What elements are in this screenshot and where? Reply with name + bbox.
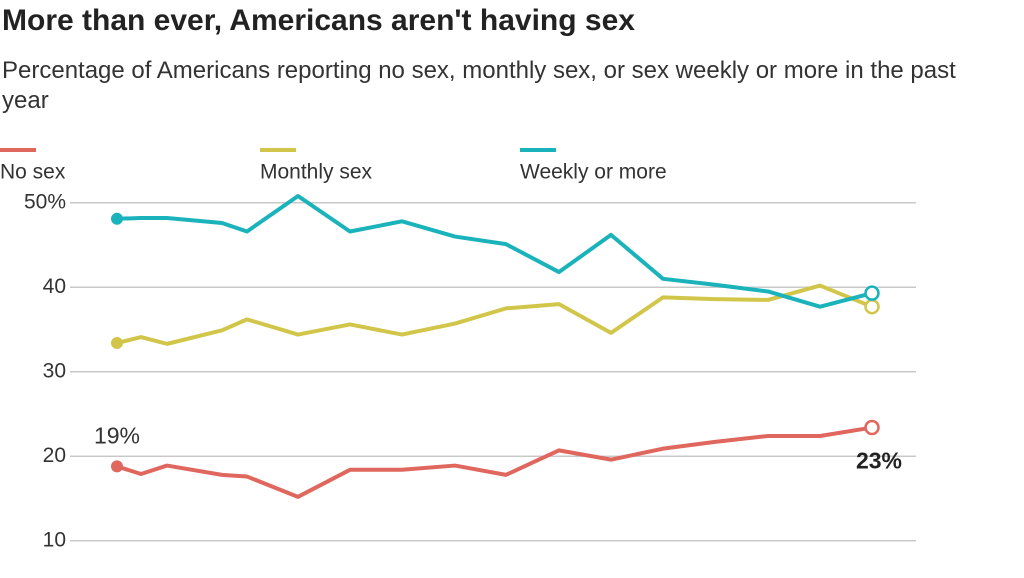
series-line bbox=[116, 193, 873, 309]
end-point bbox=[864, 285, 880, 301]
y-tick-label: 20 bbox=[43, 444, 66, 467]
chart-subtitle: Percentage of Americans reporting no sex… bbox=[2, 57, 956, 114]
series-line bbox=[116, 283, 873, 346]
y-tick-label: 50% bbox=[24, 190, 66, 213]
end-point bbox=[864, 419, 880, 436]
value-label: 23% bbox=[856, 448, 902, 474]
y-tick-label: 10 bbox=[43, 528, 66, 551]
end-point bbox=[864, 298, 880, 315]
legend-label: Weekly or more bbox=[520, 161, 667, 184]
start-point bbox=[111, 337, 123, 350]
y-tick-label: 40 bbox=[43, 275, 66, 298]
chart-title: More than ever, Americans aren't having … bbox=[2, 4, 635, 37]
series-line bbox=[116, 425, 873, 499]
y-tick-label: 30 bbox=[43, 359, 66, 382]
legend-label: No sex bbox=[0, 161, 66, 184]
value-label: 19% bbox=[94, 422, 140, 448]
start-point bbox=[111, 212, 123, 225]
start-point bbox=[111, 460, 123, 473]
legend-label: Monthly sex bbox=[260, 161, 373, 184]
